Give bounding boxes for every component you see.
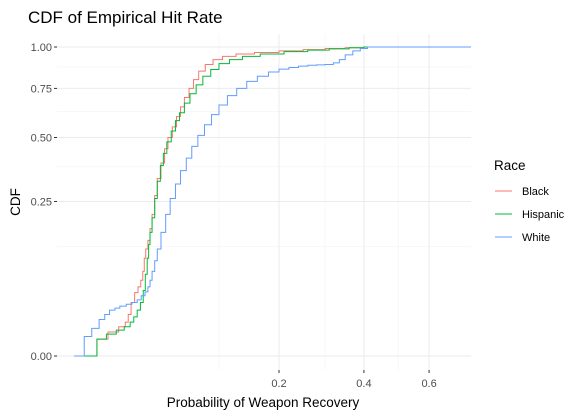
legend-label-white: White <box>522 232 550 244</box>
grid <box>57 34 471 370</box>
legend: Race Black Hispanic White <box>494 158 565 244</box>
y-tick-label: 1.00 <box>31 42 52 54</box>
x-tick-label: 0.2 <box>271 378 286 390</box>
x-axis-ticks: 0.2 0.4 0.6 <box>271 370 436 390</box>
legend-title: Race <box>494 158 526 173</box>
legend-label-black: Black <box>522 186 549 198</box>
x-tick-label: 0.4 <box>356 378 371 390</box>
y-tick-label: 0.00 <box>31 351 52 363</box>
y-axis-ticks: 0.00 0.25 0.50 0.75 1.00 <box>31 42 57 363</box>
x-axis-label: Probability of Weapon Recovery <box>167 395 360 410</box>
y-tick-label: 0.75 <box>31 83 52 95</box>
x-tick-label: 0.6 <box>421 378 436 390</box>
y-tick-label: 0.25 <box>31 197 52 209</box>
y-tick-label: 0.50 <box>31 133 52 145</box>
chart-title: CDF of Empirical Hit Rate <box>28 8 223 27</box>
legend-label-hispanic: Hispanic <box>522 209 565 221</box>
y-axis-label: CDF <box>8 188 23 216</box>
